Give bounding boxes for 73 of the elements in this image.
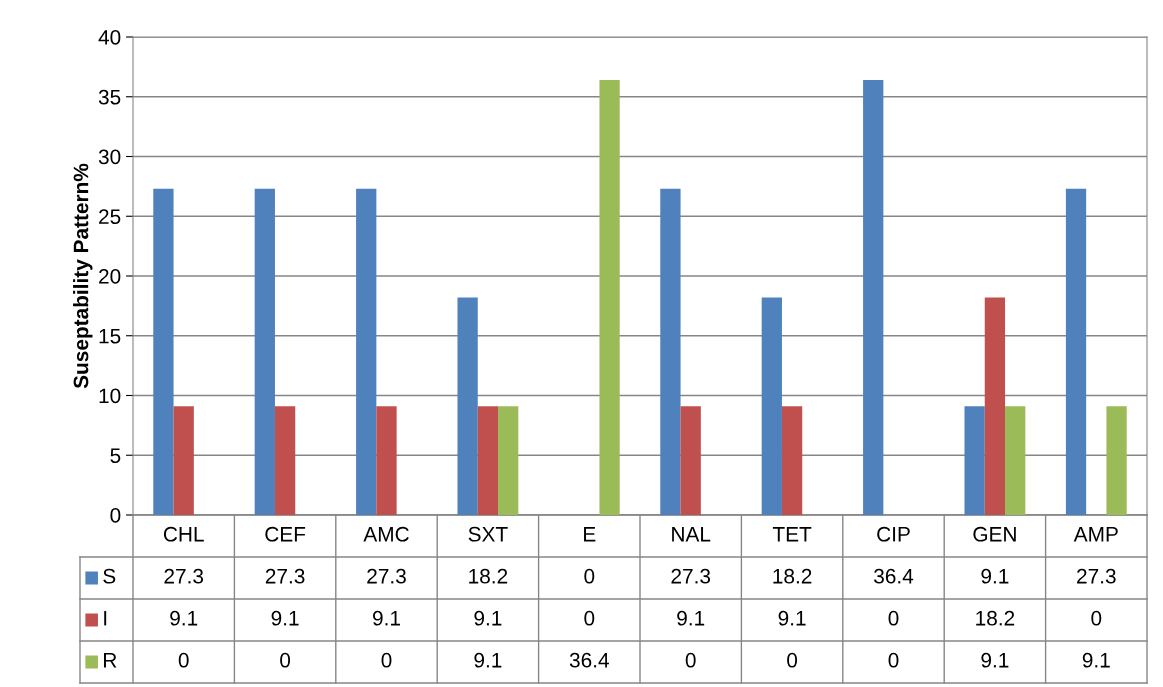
bar — [599, 80, 620, 515]
data-label: 9.1 — [981, 568, 1009, 584]
y-tick-label: 10 — [99, 388, 121, 404]
data-label: 9.1 — [271, 610, 299, 626]
x-tick-label: TET — [772, 527, 812, 542]
y-tick-label: 30 — [98, 149, 121, 165]
bar — [1005, 406, 1026, 515]
y-axis-title: Suseptability Pattern% — [73, 163, 93, 389]
bar — [680, 406, 701, 515]
data-label: 9.1 — [474, 652, 502, 668]
data-label: 9.1 — [1082, 652, 1110, 668]
x-tick-label: CIP — [877, 526, 910, 542]
data-label: 9.1 — [778, 610, 806, 626]
bar — [254, 188, 275, 515]
data-label: 0 — [584, 568, 595, 584]
bar — [984, 297, 1006, 515]
bar — [761, 297, 782, 515]
data-label: 9.1 — [981, 652, 1009, 668]
data-label: 9.1 — [170, 610, 198, 626]
legend-label: I — [104, 611, 107, 626]
data-label: 0 — [888, 652, 899, 668]
x-tick-label: NAL — [672, 527, 711, 542]
bar — [376, 406, 397, 515]
y-tick-label: 5 — [110, 448, 121, 463]
bar — [274, 406, 296, 515]
data-label: 0 — [787, 652, 798, 668]
y-tick-label: 40 — [98, 30, 121, 45]
data-label: 27.3 — [1077, 568, 1116, 584]
bar — [964, 406, 985, 515]
y-tick-label: 25 — [99, 209, 121, 224]
bar — [356, 188, 377, 515]
data-label: 9.1 — [677, 610, 705, 626]
bar — [173, 406, 194, 515]
bar — [1065, 188, 1087, 515]
x-tick-label: AMP — [1073, 527, 1118, 542]
y-tick-label: 0 — [110, 508, 121, 523]
data-label: 0 — [178, 652, 189, 668]
data-label: 18.2 — [469, 568, 508, 584]
y-tick-label: 15 — [99, 328, 121, 344]
data-label: 18.2 — [773, 568, 812, 584]
data-label: 0 — [685, 652, 696, 668]
bar — [781, 406, 803, 515]
y-tick-label: 35 — [98, 89, 121, 105]
bar — [863, 80, 884, 515]
bar — [660, 188, 681, 515]
bar — [498, 406, 519, 515]
data-label: 18.2 — [976, 610, 1015, 626]
data-label: 0 — [1091, 610, 1102, 626]
x-tick-label: CEF — [265, 526, 306, 542]
x-tick-label: SXT — [468, 526, 508, 542]
legend-label: S — [103, 568, 116, 584]
bar — [153, 188, 174, 515]
data-label: 9.1 — [373, 610, 400, 626]
data-label: 0 — [888, 610, 899, 626]
x-tick-label: GEN — [973, 526, 1016, 542]
bar — [477, 406, 499, 515]
x-tick-label: E — [584, 527, 596, 542]
data-label: 27.3 — [367, 568, 406, 584]
data-label: 9.1 — [474, 610, 502, 626]
data-label: 36.4 — [569, 652, 609, 668]
y-tick-label: 20 — [99, 269, 121, 284]
data-label: 0 — [381, 652, 392, 668]
x-tick-label: AMC — [363, 526, 409, 542]
data-label: 27.3 — [671, 568, 711, 584]
data-label: 0 — [584, 610, 595, 626]
data-label: 36.4 — [874, 568, 914, 584]
data-label: 27.3 — [164, 568, 204, 584]
legend-label: R — [104, 653, 117, 668]
bar — [457, 297, 478, 515]
bar — [1106, 406, 1127, 515]
data-label: 27.3 — [265, 568, 305, 584]
data-label: 0 — [280, 652, 291, 668]
x-tick-label: CHL — [163, 526, 204, 542]
